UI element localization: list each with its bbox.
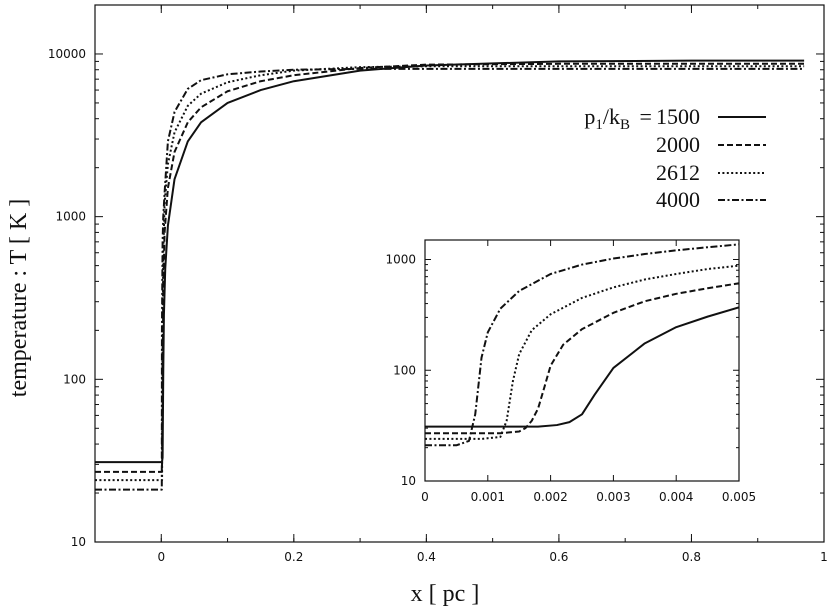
series-line-2000 [425,282,739,435]
plot-background [425,240,739,481]
x-tick-label: 0.8 [682,550,701,564]
x-tick-label: 1 [820,550,828,564]
y-tick-label: 1000 [55,210,86,224]
plot-frame [424,239,740,482]
x-tick-label: 0.2 [284,550,303,564]
legend-label-1500: 1500 [656,104,700,129]
y-tick-label: 100 [63,372,86,386]
legend-label-2000: 2000 [656,132,700,157]
legend-label-4000: 4000 [656,187,700,212]
x-axis-title: x [ pc ] [411,581,480,607]
plot-frame [94,4,825,543]
x-tick-label: 0.4 [417,550,436,564]
x-tick-label: 0.005 [722,490,756,504]
series-line-1500 [425,306,739,428]
x-tick-label: 0 [157,550,165,564]
y-axis-title: temperature : T [ K ] [6,199,32,397]
series-line-2612 [425,264,739,440]
y-tick-label: 100 [393,363,416,377]
y-tick-label: 10 [71,535,86,549]
inset-plot: 0 0.001 0.002 0.003 0.004 0.005 10 100 1000 [385,239,756,504]
x-tick-label: 0 [421,490,429,504]
x-tick-label: 0.001 [471,490,505,504]
x-tick-label: 0.002 [533,490,567,504]
x-tick-label: 0.6 [549,550,568,564]
series-line-4000 [425,243,739,447]
series-line-2612 [95,65,805,482]
y-tick-label: 10 [401,474,416,488]
x-tick-label: 0.004 [659,490,693,504]
y-tick-label: 1000 [385,253,416,267]
y-tick-label: 10000 [48,47,86,61]
legend-label-2612: 2612 [656,160,700,185]
series-line-4000 [95,67,805,491]
x-tick-label: 0.003 [596,490,630,504]
legend-title: p1/kB = [584,104,652,133]
